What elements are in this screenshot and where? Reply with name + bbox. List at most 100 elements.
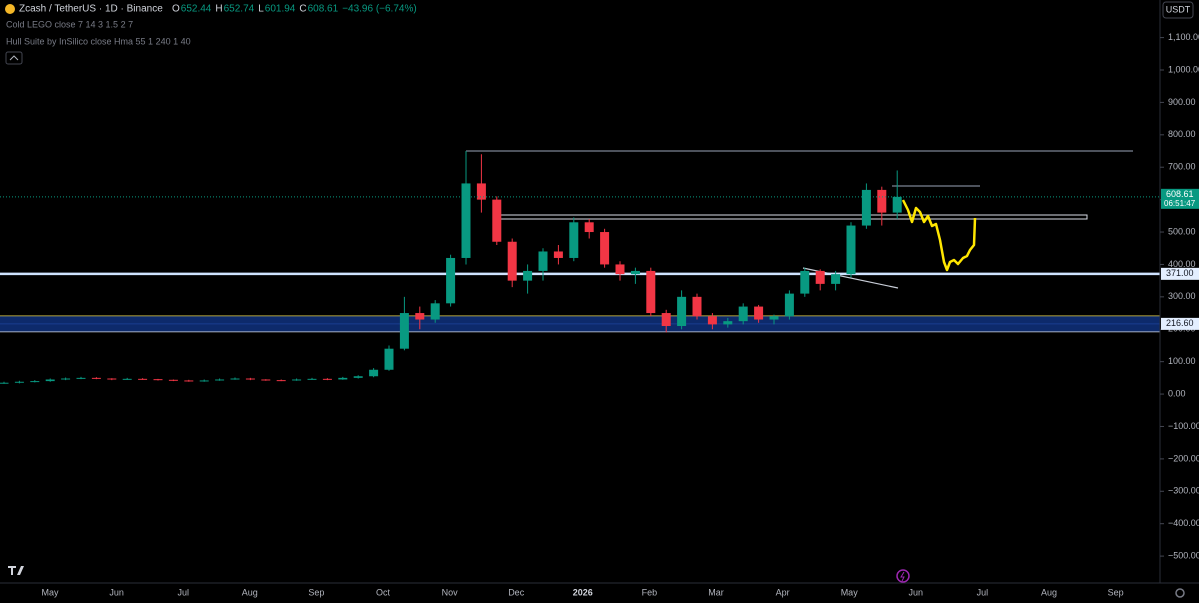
x-tick-label: Jul xyxy=(177,587,189,597)
ohlc-value: 608.61 xyxy=(308,4,339,15)
candle-body xyxy=(107,378,117,380)
candle-body xyxy=(230,378,240,380)
y-tick-label: 900.00 xyxy=(1168,97,1196,107)
settings-button[interactable] xyxy=(1175,588,1185,598)
countdown: 06:51:47 xyxy=(1164,199,1196,208)
candle-body xyxy=(138,378,148,380)
candle-body xyxy=(569,222,579,258)
candle-body xyxy=(677,296,687,327)
symbol-title: Zcash / TetherUS · 1D · Binance xyxy=(19,4,163,15)
candle-body xyxy=(153,379,163,381)
candle-body xyxy=(45,379,55,382)
x-tick-label: Aug xyxy=(1041,587,1057,597)
x-tick-label: May xyxy=(841,587,859,597)
y-tick-label: 700.00 xyxy=(1168,162,1196,172)
candle-body xyxy=(553,251,563,258)
x-tick-label: Nov xyxy=(442,587,459,597)
candle-body xyxy=(0,382,9,384)
candle-body xyxy=(276,380,286,382)
candle-body xyxy=(877,189,887,213)
x-tick-label: Jun xyxy=(109,587,124,597)
candle-body xyxy=(476,183,486,200)
plot xyxy=(0,151,1160,384)
ohlc: O 652.44 H 652.74 L 601.94 C 608.61 −43.96 (−6.7… xyxy=(172,4,417,15)
candle-body xyxy=(384,348,394,370)
candle-body xyxy=(846,225,856,275)
forecast-sketch xyxy=(901,199,977,272)
y-tick-label: 500.00 xyxy=(1168,226,1196,236)
x-tick-label: May xyxy=(41,587,59,597)
y-tick-label: 300.00 xyxy=(1168,291,1196,301)
y-tick-label: −100.00 xyxy=(1168,421,1199,431)
y-tick-label: 0.00 xyxy=(1168,388,1186,398)
events-icon[interactable] xyxy=(896,569,910,583)
candle-body xyxy=(322,378,332,380)
indicator: Hull Suite by InSilico close Hma 55 1 24… xyxy=(6,36,191,46)
price-tag xyxy=(1161,188,1199,209)
candle-body xyxy=(91,377,101,379)
candle-body xyxy=(769,316,779,320)
y-tick-label: −500.00 xyxy=(1168,550,1199,560)
x-tick-label: Oct xyxy=(376,587,391,597)
candle-body xyxy=(800,270,810,294)
candle-body xyxy=(630,270,640,275)
candle-body xyxy=(30,381,40,383)
candle-body xyxy=(861,189,871,226)
candle-body xyxy=(184,380,194,382)
ohlc-key: O xyxy=(172,4,180,15)
candle-body xyxy=(584,222,594,233)
candle-body xyxy=(523,270,533,281)
y-tick-label: −200.00 xyxy=(1168,453,1199,463)
logo xyxy=(8,566,24,575)
candle-body xyxy=(215,379,225,381)
currency-button[interactable] xyxy=(1162,1,1194,19)
tv-logo xyxy=(8,566,24,575)
candle-body xyxy=(538,251,548,271)
chevron xyxy=(9,55,19,61)
y-tick-label: 100.00 xyxy=(1168,356,1196,366)
candle-body xyxy=(199,380,209,382)
candle-body xyxy=(507,241,517,281)
candle-body xyxy=(399,313,409,349)
candle-body xyxy=(446,257,456,304)
y-tick-label: 400.00 xyxy=(1168,259,1196,269)
candle-body xyxy=(892,196,902,213)
candle-body xyxy=(369,369,379,377)
coin-icon xyxy=(5,4,15,14)
y-tick-label: 1,000.00 xyxy=(1168,64,1199,74)
bolt xyxy=(900,571,905,582)
level-tag xyxy=(1161,267,1199,280)
x-tick-label: Sep xyxy=(1108,587,1124,597)
x-tick-label: Mar xyxy=(708,587,724,597)
candle-body xyxy=(245,378,255,380)
currency: USDT xyxy=(1166,4,1191,14)
last-price-label: 608.61 xyxy=(1166,189,1194,199)
candle-body xyxy=(292,379,302,381)
x-tick-label: 2026 xyxy=(573,587,593,597)
collapse-button[interactable] xyxy=(5,51,23,65)
candle-body xyxy=(14,381,24,383)
candle-body xyxy=(784,293,794,317)
ohlc-value: 652.74 xyxy=(224,4,255,15)
candle-body xyxy=(76,377,86,379)
x-tick-label: Apr xyxy=(776,587,790,597)
x-tick-label: Sep xyxy=(308,587,324,597)
candle-body xyxy=(600,232,610,265)
level-label: 216.60 xyxy=(1166,318,1194,328)
x-tick-label: Feb xyxy=(642,587,658,597)
ohlc-change: −43.96 (−6.74%) xyxy=(342,4,417,15)
candle-body xyxy=(615,264,625,275)
x-tick-label: Dec xyxy=(508,587,525,597)
candle-body xyxy=(261,379,271,381)
candle-body xyxy=(168,379,178,381)
ohlc-key: H xyxy=(215,4,222,15)
candle-body xyxy=(122,378,132,380)
x-tick-label: Jul xyxy=(977,587,989,597)
ohlc-key: L xyxy=(258,4,264,15)
y-tick-label: −400.00 xyxy=(1168,518,1199,528)
candle-body xyxy=(815,270,825,284)
candle-body xyxy=(307,378,317,380)
candle-body xyxy=(661,313,671,327)
candle-body xyxy=(415,313,425,320)
